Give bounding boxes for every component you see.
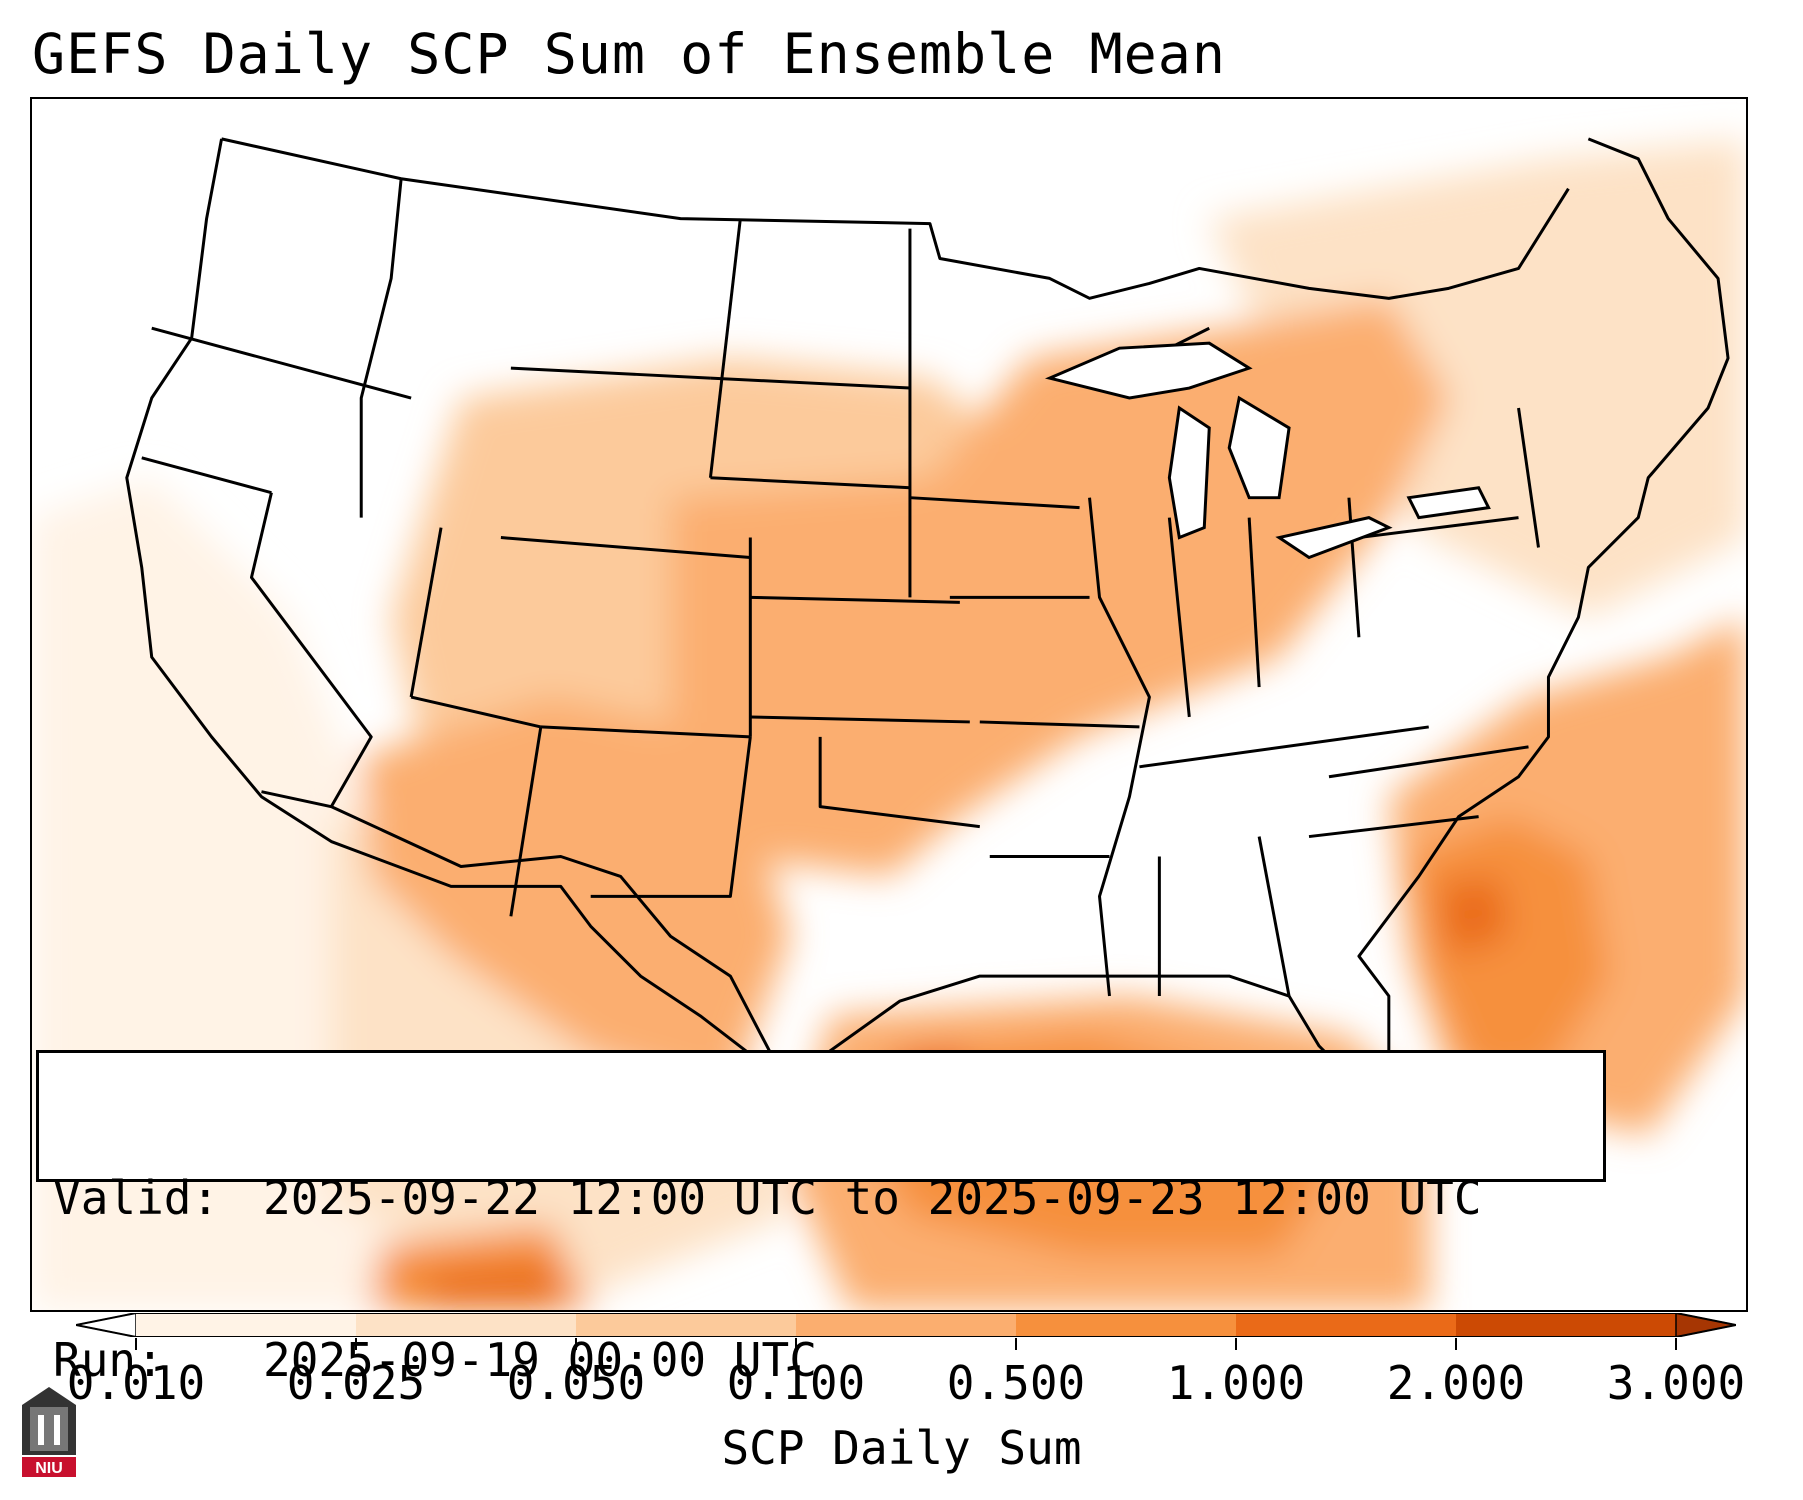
- colorbar-tick-label: 0.100: [726, 1356, 866, 1410]
- colorbar-over-arrow: [1675, 1313, 1736, 1337]
- colorbar-tick-label: 1.000: [1166, 1356, 1306, 1410]
- state-line-ok-tx: [818, 736, 980, 829]
- state-line-mn-ia: [909, 496, 1080, 510]
- field-high-atlantic: [1408, 816, 1609, 1076]
- colorbar-tick-mark: [135, 1338, 137, 1350]
- colorbar-tick-mark: [575, 1338, 577, 1350]
- state-line-in-oh: [1247, 517, 1261, 688]
- state-line-ms-river: [1088, 497, 1151, 997]
- valid-value: 2025-09-22 12:00 UTC to 2025-09-23 12:00…: [263, 1171, 1482, 1225]
- state-line-az-nm: [509, 726, 543, 917]
- colorbar-tick-label: 2.000: [1386, 1356, 1526, 1410]
- state-line-nv-ut: [409, 527, 443, 698]
- valid-row: Valid: 2025-09-22 12:00 UTC to 2025-09-23…: [53, 1171, 1589, 1225]
- state-line-nd-sd: [710, 376, 911, 390]
- field-pale-northeast: [1209, 138, 1746, 618]
- lake-superior: [1044, 341, 1253, 400]
- colorbar-tick-label: 0.010: [66, 1356, 206, 1410]
- colorbar-segment: [1016, 1313, 1237, 1337]
- niu-logo-text: NIU: [35, 1460, 63, 1477]
- state-line-al-ga: [1257, 836, 1291, 997]
- run-row: Run: 2025-09-19 00:00 UTC: [53, 1333, 1589, 1387]
- state-line-va-nc: [1328, 745, 1529, 779]
- colorbar-tick-mark: [1675, 1338, 1677, 1350]
- mexico-border: [261, 790, 792, 1092]
- state-line-wa-or: [151, 326, 412, 400]
- lake-michigan: [1167, 405, 1211, 540]
- us-outline: [125, 137, 1730, 1098]
- colorbar-tick-label: 0.500: [946, 1356, 1086, 1410]
- colorbar-tick-mark: [1455, 1338, 1457, 1350]
- great-lakes: [1044, 341, 1491, 560]
- colorbar-tick-mark: [795, 1338, 797, 1350]
- colorbar-segment: [1456, 1313, 1677, 1337]
- run-label: Run:: [53, 1333, 164, 1387]
- colorbar-under-arrow: [76, 1313, 137, 1337]
- map-title: GEFS Daily SCP Sum of Ensemble Mean: [32, 22, 1226, 86]
- state-line-ks-ok: [750, 715, 970, 724]
- lake-huron: [1227, 395, 1291, 500]
- niu-logo: NIU: [22, 1387, 76, 1477]
- colorbar-segment: [356, 1313, 577, 1337]
- colorbar-tick-mark: [1015, 1338, 1017, 1350]
- state-line-ut-az: [410, 695, 542, 729]
- state-line-ky-tn: [1139, 725, 1429, 769]
- state-line-il-in: [1167, 517, 1191, 718]
- state-line-nc-sc: [1308, 815, 1479, 839]
- state-line-wy-co: [500, 536, 751, 559]
- state-line-co-nm: [540, 725, 751, 739]
- colorbar-segment: [796, 1313, 1017, 1337]
- state-line-mt-nd: [708, 218, 742, 478]
- state-line-nm-tx: [590, 736, 752, 898]
- state-line-pa-ny: [1358, 516, 1519, 540]
- lake-erie: [1275, 516, 1393, 560]
- state-line-mt-wy: [510, 366, 711, 380]
- lake-ontario: [1406, 486, 1491, 520]
- field-peak-mexico: [421, 1265, 561, 1310]
- colorbar-tick-mark: [355, 1338, 357, 1350]
- state-line-ne-ks: [750, 595, 960, 604]
- field-peak-georgia-coast: [1438, 876, 1509, 957]
- run-value: 2025-09-19 00:00 UTC: [263, 1333, 817, 1387]
- state-line-or-ca: [141, 456, 272, 495]
- colorbar: [76, 1313, 1736, 1337]
- state-line-id: [359, 178, 403, 518]
- state-line-mo-ar: [979, 720, 1140, 729]
- colorbar-segment: [136, 1313, 357, 1337]
- colorbar-segment: [576, 1313, 797, 1337]
- colorbar-tick-label: 3.000: [1606, 1356, 1746, 1410]
- canada-border: [221, 137, 1570, 300]
- colorbar-tick-label: 0.025: [286, 1356, 426, 1410]
- valid-run-box: Valid: 2025-09-22 12:00 UTC to 2025-09-23…: [36, 1050, 1606, 1387]
- state-boundaries: [125, 137, 1730, 1098]
- colorbar-tick-mark: [1235, 1338, 1237, 1350]
- valid-label: Valid:: [53, 1171, 220, 1225]
- field-medium-southwest: [361, 697, 791, 1096]
- state-line-ca-nv: [249, 492, 373, 808]
- colorbar-segment: [1236, 1313, 1457, 1337]
- colorbar-label: SCP Daily Sum: [721, 1421, 1082, 1475]
- colorbar-tick-label: 0.050: [506, 1356, 646, 1410]
- state-line-ny-ne: [1517, 407, 1540, 548]
- state-line-sd-ne: [710, 476, 911, 490]
